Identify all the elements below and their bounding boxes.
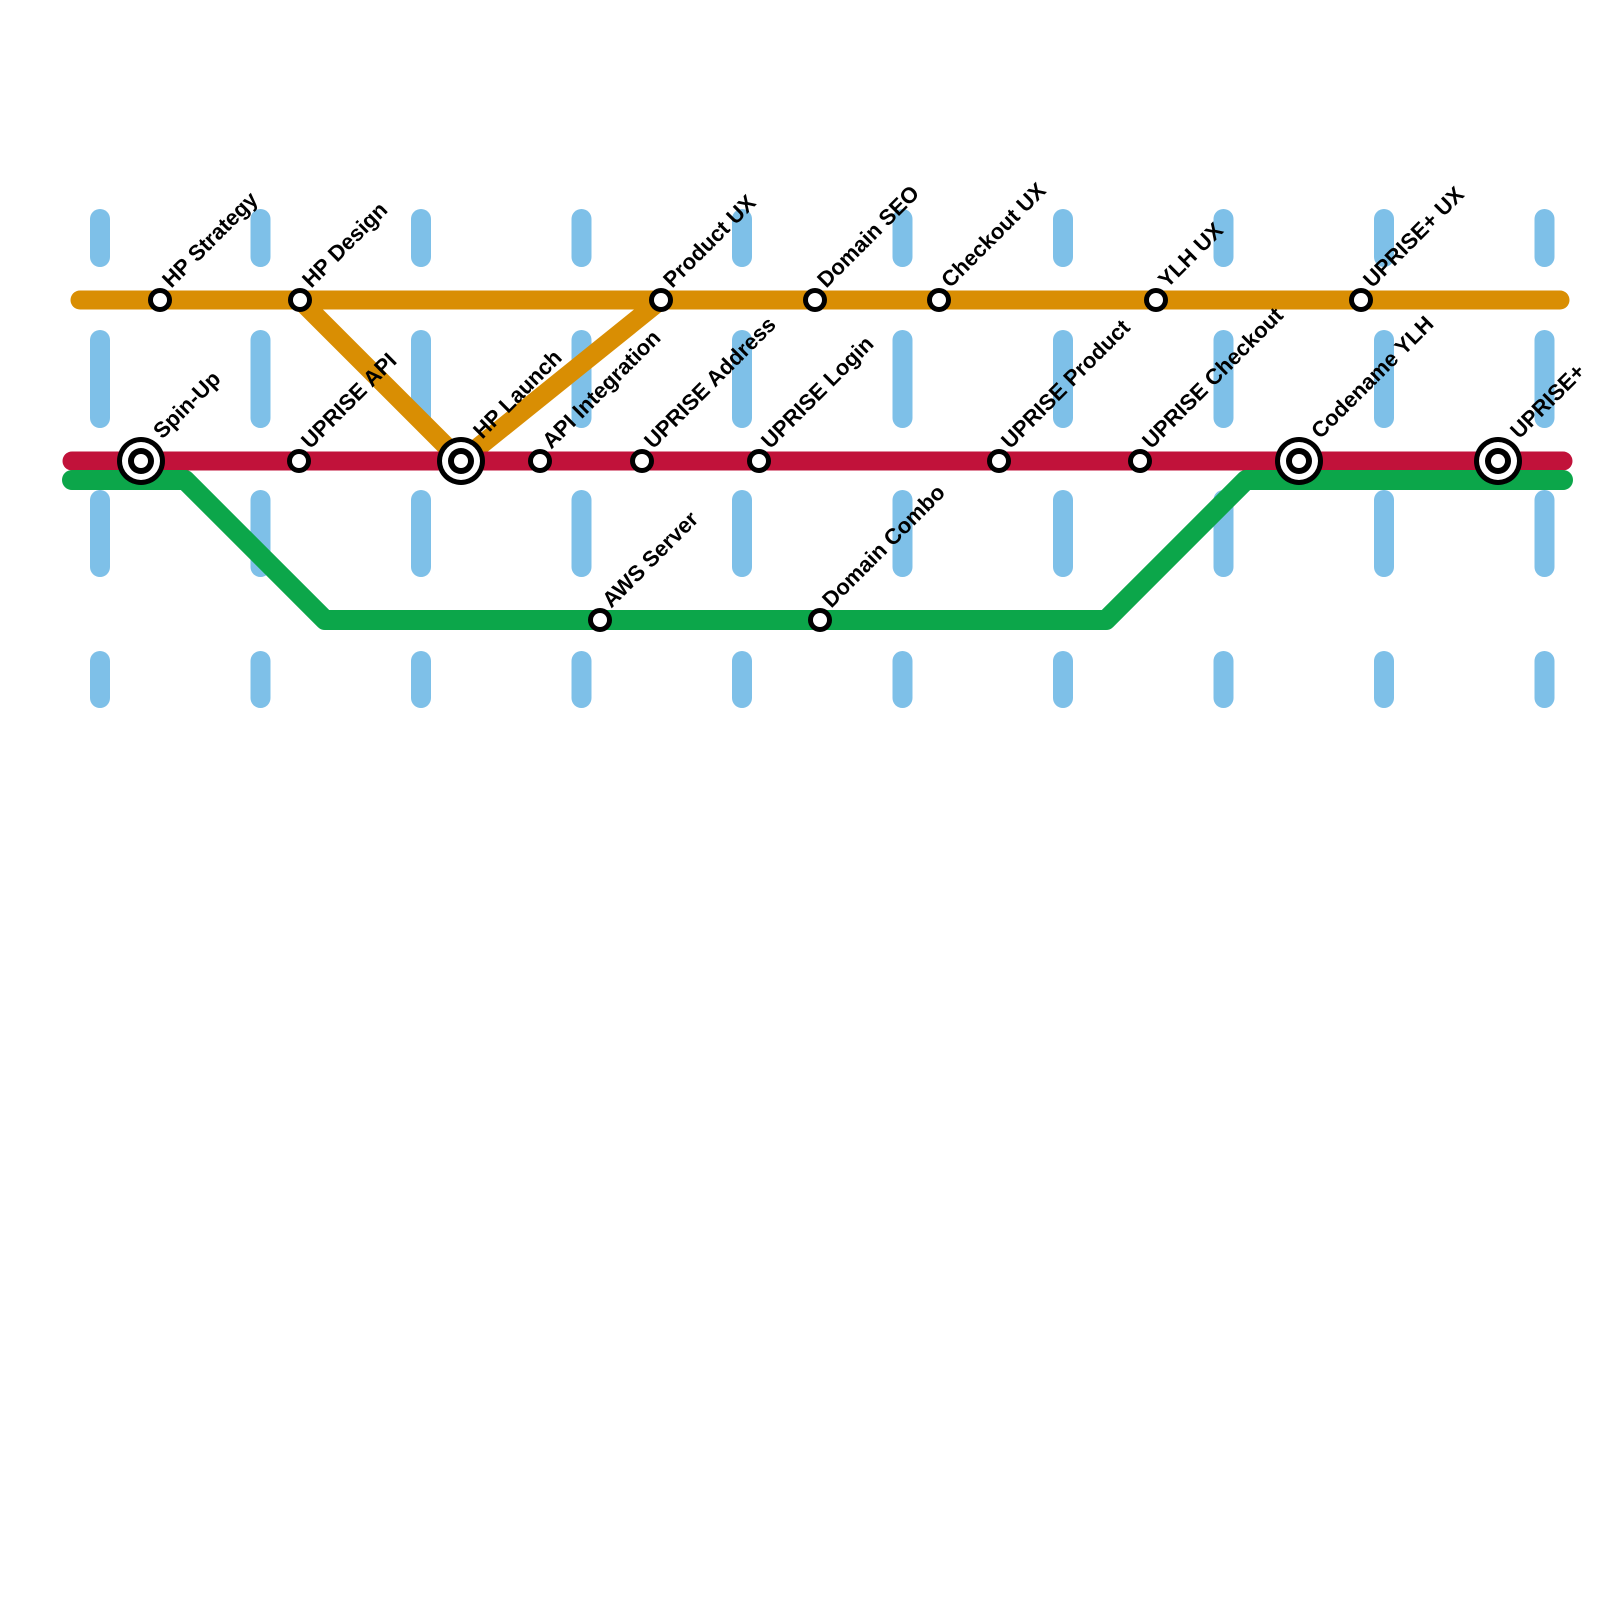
svg-text:UPRISE Checkout: UPRISE Checkout [1137,302,1288,453]
svg-text:Codename YLH: Codename YLH [1306,311,1438,443]
svg-text:HP Strategy: HP Strategy [157,186,263,292]
svg-text:Spin-Up: Spin-Up [148,366,225,443]
svg-text:UPRISE API: UPRISE API [296,348,401,453]
svg-text:AWS Server: AWS Server [597,506,703,612]
svg-text:UPRISE Login: UPRISE Login [756,331,878,453]
svg-text:HP Design: HP Design [297,197,392,292]
svg-text:Domain Combo: Domain Combo [817,480,950,613]
svg-text:Checkout UX: Checkout UX [936,178,1051,293]
